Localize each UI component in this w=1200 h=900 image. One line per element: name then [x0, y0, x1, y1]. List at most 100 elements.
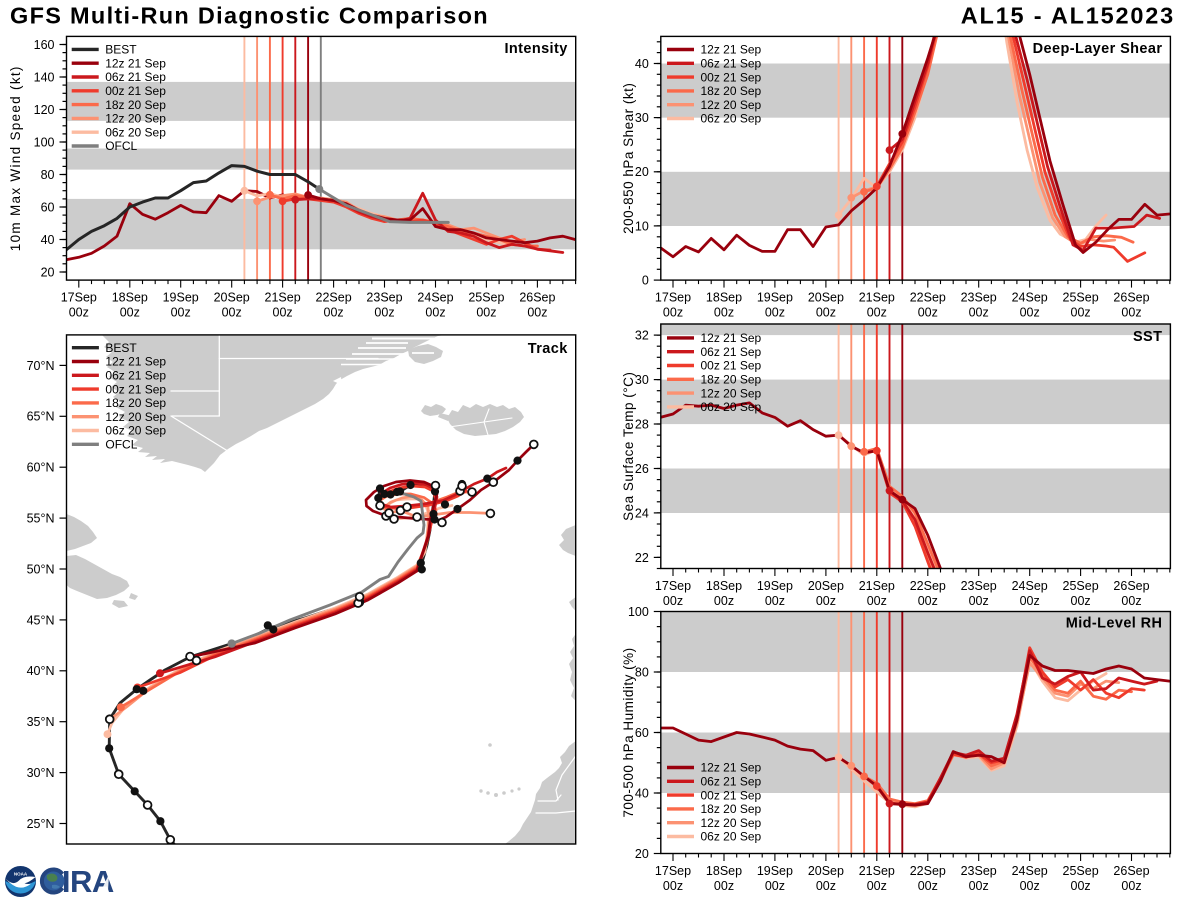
svg-text:12z 21 Sep: 12z 21 Sep [701, 43, 762, 57]
svg-text:06z 21 Sep: 06z 21 Sep [105, 70, 166, 84]
svg-text:00z: 00z [867, 306, 887, 320]
svg-text:06z 20 Sep: 06z 20 Sep [701, 400, 762, 414]
svg-text:BEST: BEST [105, 341, 137, 355]
svg-text:Mid-Level RH: Mid-Level RH [1066, 616, 1163, 632]
svg-text:21Sep: 21Sep [859, 291, 895, 305]
svg-text:26Sep: 26Sep [519, 291, 555, 305]
svg-text:22Sep: 22Sep [316, 291, 352, 305]
svg-text:160: 160 [34, 38, 55, 52]
svg-text:40: 40 [41, 233, 55, 247]
svg-text:00z: 00z [969, 594, 989, 608]
svg-text:80: 80 [635, 665, 649, 679]
svg-text:24Sep: 24Sep [417, 291, 453, 305]
svg-text:30: 30 [635, 373, 649, 387]
svg-text:22: 22 [635, 551, 649, 565]
svg-text:00z: 00z [120, 306, 140, 320]
svg-text:140: 140 [34, 70, 55, 84]
svg-text:Sea Surface Temp (°C): Sea Surface Temp (°C) [621, 372, 636, 521]
svg-text:24Sep: 24Sep [1012, 291, 1048, 305]
svg-text:00z: 00z [816, 879, 836, 893]
svg-text:40°N: 40°N [27, 664, 55, 678]
svg-text:12z 21 Sep: 12z 21 Sep [701, 761, 762, 775]
svg-text:00z: 00z [714, 306, 734, 320]
svg-text:32: 32 [635, 329, 649, 343]
svg-text:00z: 00z [816, 594, 836, 608]
svg-text:17Sep: 17Sep [61, 291, 97, 305]
svg-text:00z: 00z [765, 879, 785, 893]
svg-text:00z: 00z [918, 594, 938, 608]
svg-text:18z 20 Sep: 18z 20 Sep [701, 84, 762, 98]
svg-text:00z: 00z [969, 879, 989, 893]
svg-text:20: 20 [635, 847, 649, 861]
svg-text:65°N: 65°N [27, 410, 55, 424]
svg-text:18z 20 Sep: 18z 20 Sep [701, 373, 762, 387]
svg-text:00z 21 Sep: 00z 21 Sep [105, 382, 166, 396]
svg-text:00z: 00z [273, 306, 293, 320]
svg-text:25Sep: 25Sep [468, 291, 504, 305]
svg-text:12z 21 Sep: 12z 21 Sep [701, 331, 762, 345]
svg-text:00z 21 Sep: 00z 21 Sep [105, 84, 166, 98]
svg-text:20: 20 [41, 265, 55, 279]
svg-text:06z 20 Sep: 06z 20 Sep [105, 424, 166, 438]
svg-text:18Sep: 18Sep [706, 291, 742, 305]
svg-text:12z 20 Sep: 12z 20 Sep [701, 816, 762, 830]
svg-text:17Sep: 17Sep [655, 291, 691, 305]
svg-text:18Sep: 18Sep [706, 864, 742, 878]
svg-text:06z 20 Sep: 06z 20 Sep [701, 112, 762, 126]
svg-text:00z: 00z [816, 306, 836, 320]
svg-text:60: 60 [635, 726, 649, 740]
svg-text:35°N: 35°N [27, 715, 55, 729]
svg-text:19Sep: 19Sep [757, 291, 793, 305]
svg-text:25Sep: 25Sep [1063, 864, 1099, 878]
svg-text:40: 40 [635, 786, 649, 800]
svg-text:100: 100 [628, 605, 649, 619]
svg-text:00z: 00z [374, 306, 394, 320]
svg-text:00z: 00z [663, 879, 683, 893]
svg-text:00z: 00z [867, 879, 887, 893]
svg-text:23Sep: 23Sep [961, 864, 997, 878]
svg-text:00z: 00z [476, 306, 496, 320]
svg-text:70°N: 70°N [27, 359, 55, 373]
svg-text:00z: 00z [1071, 879, 1091, 893]
svg-text:17Sep: 17Sep [655, 579, 691, 593]
svg-text:06z 21 Sep: 06z 21 Sep [701, 775, 762, 789]
svg-text:00z 21 Sep: 00z 21 Sep [701, 70, 762, 84]
svg-text:25Sep: 25Sep [1063, 291, 1099, 305]
svg-text:21Sep: 21Sep [859, 579, 895, 593]
svg-text:10: 10 [635, 219, 649, 233]
svg-text:OFCL: OFCL [105, 139, 137, 153]
svg-text:28: 28 [635, 417, 649, 431]
svg-text:SST: SST [1133, 329, 1162, 345]
svg-text:00z: 00z [1020, 594, 1040, 608]
svg-text:26Sep: 26Sep [1113, 864, 1149, 878]
svg-text:12z 20 Sep: 12z 20 Sep [701, 386, 762, 400]
svg-text:06z 21 Sep: 06z 21 Sep [701, 57, 762, 71]
svg-text:20Sep: 20Sep [808, 864, 844, 878]
svg-text:Deep-Layer Shear: Deep-Layer Shear [1033, 41, 1163, 57]
svg-text:00z: 00z [69, 306, 89, 320]
svg-text:00z: 00z [1121, 594, 1141, 608]
svg-text:23Sep: 23Sep [366, 291, 402, 305]
svg-text:120: 120 [34, 103, 55, 117]
svg-text:00z: 00z [663, 594, 683, 608]
svg-text:00z: 00z [1121, 306, 1141, 320]
svg-text:AL15 - AL152023: AL15 - AL152023 [961, 3, 1175, 29]
svg-text:24Sep: 24Sep [1012, 864, 1048, 878]
svg-text:Intensity: Intensity [504, 41, 567, 57]
svg-text:00z: 00z [663, 306, 683, 320]
svg-text:00z: 00z [425, 306, 445, 320]
svg-text:00z: 00z [714, 594, 734, 608]
svg-text:00z: 00z [867, 594, 887, 608]
svg-text:18z 20 Sep: 18z 20 Sep [701, 802, 762, 816]
svg-text:06z 21 Sep: 06z 21 Sep [701, 345, 762, 359]
svg-text:00z: 00z [918, 306, 938, 320]
svg-text:21Sep: 21Sep [265, 291, 301, 305]
svg-text:12z 21 Sep: 12z 21 Sep [105, 56, 166, 70]
svg-text:700-500 hPa Humidity (%): 700-500 hPa Humidity (%) [621, 647, 636, 817]
svg-text:20: 20 [635, 165, 649, 179]
svg-text:00z: 00z [527, 306, 547, 320]
svg-text:60°N: 60°N [27, 461, 55, 475]
svg-text:30: 30 [635, 111, 649, 125]
svg-text:100: 100 [34, 135, 55, 149]
svg-text:40: 40 [635, 57, 649, 71]
